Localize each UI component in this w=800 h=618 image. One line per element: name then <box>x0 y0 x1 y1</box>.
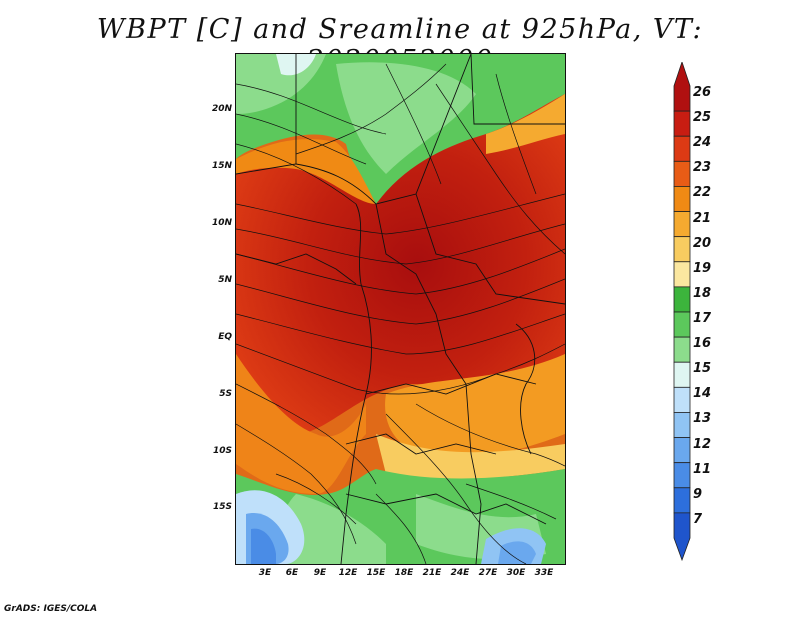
field-north-lightgreen <box>336 62 476 174</box>
lon-label-24e: 24E <box>450 568 470 578</box>
map-plot <box>235 53 566 565</box>
colorbar-label: 21 <box>693 210 712 226</box>
lon-label-27e: 27E <box>478 568 498 578</box>
colorbar-swatch <box>673 261 691 288</box>
colorbar-swatch <box>673 110 691 137</box>
colorbar-swatch <box>673 336 691 363</box>
lon-label-18e: 18E <box>394 568 414 578</box>
colorbar-label: 7 <box>693 511 703 527</box>
streamlines <box>236 63 565 564</box>
lon-label-3e: 3E <box>258 568 272 578</box>
colorbar-swatch <box>673 386 691 413</box>
colorbar-swatch <box>673 62 691 112</box>
lat-label-10s: 10S <box>212 446 232 456</box>
colorbar-label: 25 <box>693 110 712 126</box>
lon-label-12e: 12E <box>338 568 358 578</box>
wbpt-field <box>236 54 565 564</box>
colorbar-label: 19 <box>693 260 712 276</box>
colorbar-swatch <box>673 286 691 313</box>
colorbar-swatch <box>673 311 691 338</box>
colorbar-label: 12 <box>693 436 712 452</box>
colorbar-label: 24 <box>693 135 712 151</box>
lon-label-21e: 21E <box>422 568 442 578</box>
lat-label-eq: EQ <box>218 332 232 342</box>
colorbar-label: 18 <box>693 285 712 301</box>
colorbar-swatch <box>673 186 691 212</box>
lat-label-5n: 5N <box>218 275 232 285</box>
colorbar-swatch <box>673 437 691 464</box>
colorbar-label: 23 <box>693 160 712 176</box>
colorbar <box>673 62 691 562</box>
colorbar-swatch <box>673 512 691 562</box>
field-yellow-band <box>376 434 565 480</box>
field-sw-darkblue <box>251 528 276 564</box>
colorbar-label: 15 <box>693 361 712 377</box>
lat-label-10n: 10N <box>211 218 232 228</box>
colorbar-swatch <box>673 160 691 187</box>
colorbar-swatch <box>673 135 691 162</box>
lat-label-15s: 15S <box>212 502 232 512</box>
lon-label-6e: 6E <box>285 568 299 578</box>
colorbar-label: 11 <box>693 461 712 477</box>
lat-label-5s: 5S <box>219 389 232 399</box>
lat-label-20n: 20N <box>211 104 232 114</box>
colorbar-label: 9 <box>693 486 703 502</box>
colorbar-label: 20 <box>693 235 712 251</box>
colorbar-swatch <box>673 211 691 238</box>
lon-label-9e: 9E <box>313 568 327 578</box>
colorbar-label: 22 <box>693 185 712 201</box>
colorbar-swatch <box>673 462 691 489</box>
colorbar-swatch <box>673 361 691 388</box>
field-se-darkblue <box>498 541 536 564</box>
colorbar-label: 26 <box>693 85 712 100</box>
lon-label-15e: 15E <box>366 568 386 578</box>
lon-label-33e: 33E <box>534 568 554 578</box>
colorbar-label: 16 <box>693 336 712 352</box>
colorbar-label: 17 <box>693 311 712 326</box>
colorbar-label: 13 <box>693 411 712 427</box>
country-borders <box>236 54 565 564</box>
colorbar-swatch <box>673 412 691 438</box>
colorbar-label: 14 <box>693 386 712 402</box>
lat-label-15n: 15N <box>211 161 232 171</box>
colorbar-swatch <box>673 236 691 263</box>
field-west-orange <box>236 354 366 494</box>
colorbar-swatch <box>673 487 691 514</box>
lon-label-30e: 30E <box>506 568 526 578</box>
grads-credit: GrADS: IGES/COLA <box>4 604 98 614</box>
